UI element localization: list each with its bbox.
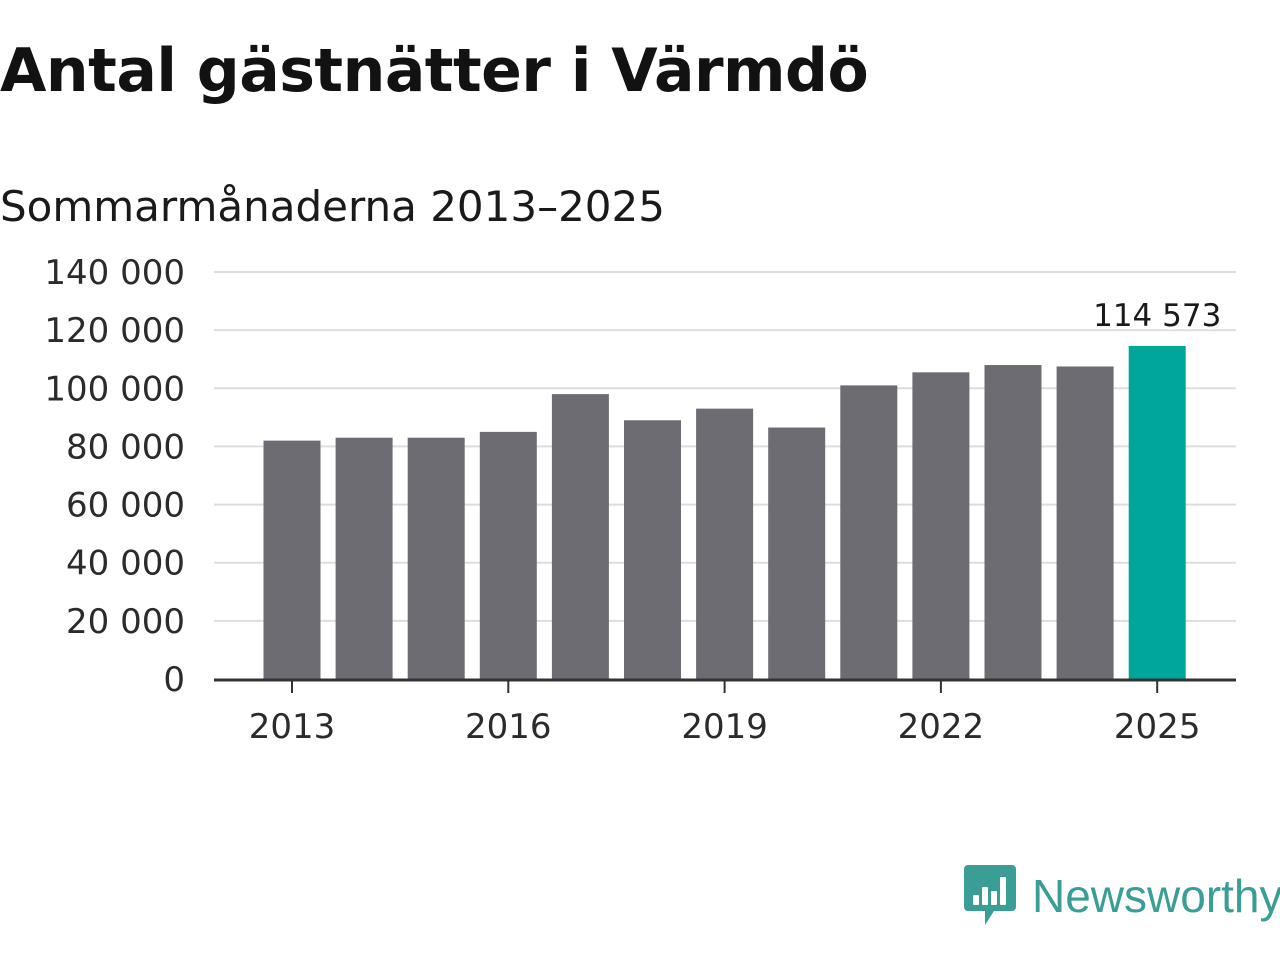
bar-2018 — [624, 420, 681, 679]
y-tick-label: 0 — [163, 660, 185, 700]
bar-2022 — [912, 372, 970, 679]
brand-name: Newsworthy — [1032, 870, 1280, 922]
y-tick-label: 80 000 — [66, 427, 185, 467]
bar-2014 — [335, 437, 393, 679]
y-tick-label: 100 000 — [44, 369, 185, 409]
bar-2020 — [768, 427, 826, 679]
y-tick-label: 120 000 — [44, 311, 185, 351]
data-label-2025: 114 573 — [1093, 298, 1221, 334]
bar-highlight-2025 — [1128, 345, 1186, 679]
y-tick-label: 20 000 — [66, 602, 185, 642]
x-tick-label: 2016 — [465, 707, 552, 747]
x-tick-label: 2019 — [681, 707, 768, 747]
bar-2015 — [407, 437, 465, 679]
y-tick-label: 40 000 — [66, 544, 185, 584]
bar-2024 — [1056, 366, 1114, 679]
bar-2016 — [479, 431, 537, 679]
newsworthy-bar-chart-speech-bubble-icon — [964, 865, 1016, 925]
bar-2021 — [840, 385, 898, 679]
x-tick-label: 2022 — [898, 707, 985, 747]
bar-2023 — [984, 365, 1042, 679]
x-axis — [214, 678, 1236, 693]
x-axis-tick-labels: 2013 2016 2019 2022 2025 — [249, 707, 1201, 747]
y-tick-label: 140 000 — [44, 253, 185, 293]
bar-2017 — [551, 394, 609, 679]
bars — [263, 345, 1186, 679]
newsworthy-brand: Newsworthy — [964, 864, 1280, 928]
chart-title: Antal gästnätter i Värmdö — [0, 36, 869, 106]
bar-2013 — [263, 440, 321, 679]
y-axis-tick-labels: 0 20 000 40 000 60 000 80 000 100 000 120 000 1… — [44, 253, 185, 700]
data-labels: 114 573 — [1090, 295, 1224, 337]
bar-2019 — [696, 408, 754, 679]
x-tick-label: 2013 — [249, 707, 336, 747]
chart-subtitle: Sommarmånaderna 2013–2025 — [0, 182, 665, 231]
x-tick-label: 2025 — [1114, 707, 1201, 747]
y-tick-label: 60 000 — [66, 486, 185, 526]
